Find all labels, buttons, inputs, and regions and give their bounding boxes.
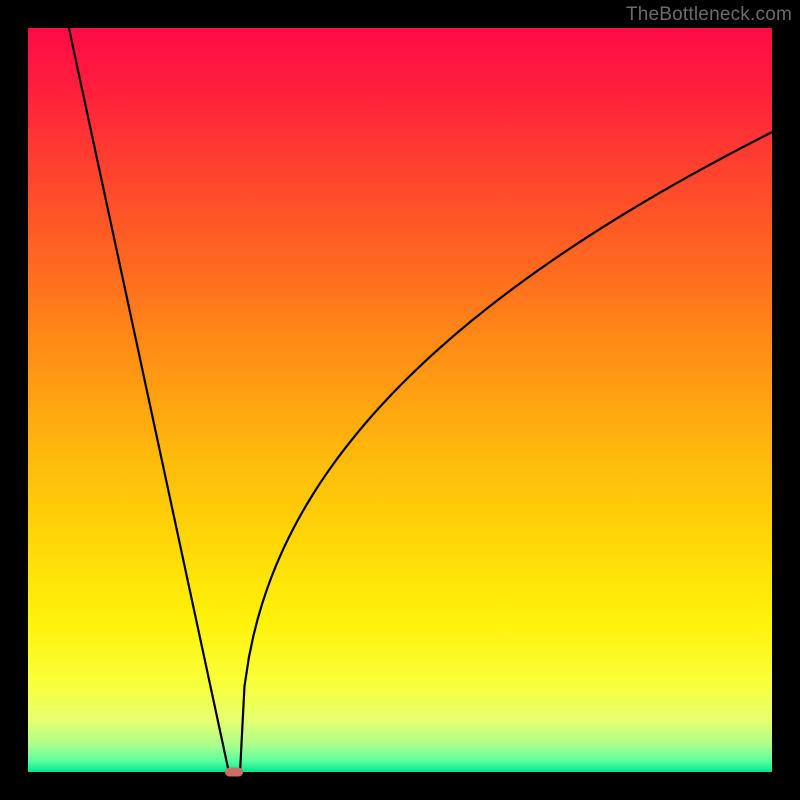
chart-frame: TheBottleneck.com <box>0 0 800 800</box>
bottleneck-curve <box>28 28 772 772</box>
plot-area <box>28 28 772 772</box>
curve-path <box>69 28 772 772</box>
watermark-label: TheBottleneck.com <box>626 4 792 26</box>
optimum-marker <box>225 768 243 777</box>
